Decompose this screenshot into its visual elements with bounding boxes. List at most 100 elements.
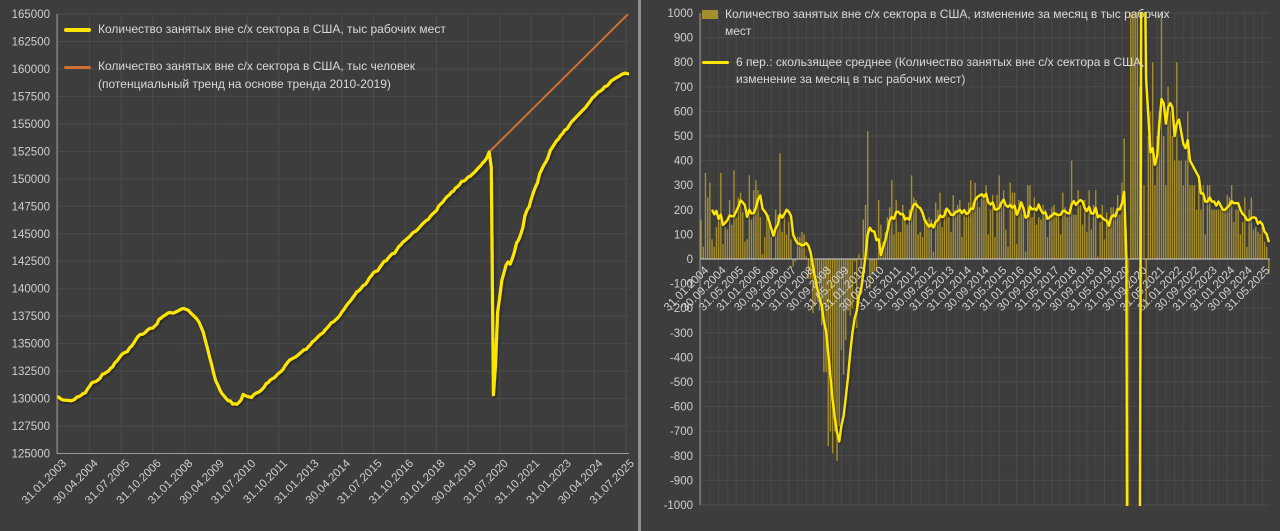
bar <box>950 231 952 259</box>
y-tick-label: -100 <box>670 279 693 291</box>
bar <box>849 259 851 316</box>
bar <box>919 231 922 259</box>
y-tick-label: 165000 <box>12 9 50 21</box>
bar <box>803 234 805 259</box>
bar <box>1138 86 1141 259</box>
orange-line-swatch <box>64 66 91 69</box>
bar <box>1101 204 1103 259</box>
bar <box>1184 160 1187 259</box>
bar <box>924 219 926 259</box>
bar <box>1149 111 1152 260</box>
bar <box>1090 229 1093 259</box>
bar <box>961 236 963 259</box>
bar <box>1235 209 1237 259</box>
bar <box>978 207 981 259</box>
bar <box>845 259 847 341</box>
bar <box>1237 209 1239 259</box>
bar <box>757 190 759 259</box>
bar <box>926 219 928 259</box>
bar <box>731 224 733 259</box>
bar <box>737 197 740 259</box>
bar <box>930 219 932 259</box>
bar <box>792 259 794 267</box>
bar <box>869 259 871 289</box>
bar <box>1182 185 1185 259</box>
bar <box>1178 160 1180 259</box>
bar <box>750 219 753 259</box>
legend-entry-moving-average[interactable]: 6 пер.: скользящее среднее (Количество з… <box>702 54 1182 89</box>
y-tick-label: 147500 <box>12 201 50 213</box>
bar <box>812 259 814 314</box>
bar <box>1088 190 1090 259</box>
bar <box>899 231 902 259</box>
bar <box>785 234 788 259</box>
bar <box>1250 197 1253 259</box>
right-chart-svg[interactable]: 10009008007006005004003002001000-100-200… <box>640 0 1280 531</box>
bar <box>858 254 860 259</box>
bar <box>928 217 930 259</box>
bar <box>1103 239 1106 259</box>
bar <box>794 259 797 262</box>
bar <box>836 259 838 461</box>
bar <box>1152 62 1154 260</box>
bar <box>895 200 897 259</box>
bar <box>739 192 742 259</box>
bar <box>1110 207 1112 259</box>
bar <box>1077 190 1079 259</box>
bar <box>1248 209 1250 259</box>
bar <box>1266 246 1268 259</box>
bar <box>864 204 867 259</box>
y-tick-label: -400 <box>670 352 693 364</box>
y-tick-label: 127500 <box>12 421 50 433</box>
bar <box>1018 200 1020 259</box>
bar <box>1224 209 1226 259</box>
y-tick-label: -300 <box>670 328 693 340</box>
bar <box>1042 204 1044 259</box>
bar <box>1073 214 1075 259</box>
legend-label-moving-average: 6 пер.: скользящее среднее (Количество з… <box>736 54 1145 87</box>
bar <box>816 259 818 301</box>
bar <box>1011 192 1014 259</box>
bar <box>893 234 895 259</box>
bar <box>1068 214 1071 259</box>
bar <box>1215 209 1217 259</box>
bar <box>1230 185 1233 259</box>
bar <box>1022 214 1025 259</box>
bar <box>871 259 873 274</box>
bar <box>702 246 704 259</box>
left-chart-svg[interactable]: 165000 162500 160000 157500 155000 152500 1500… <box>0 0 640 531</box>
bar <box>1046 236 1049 259</box>
bar <box>1002 190 1005 259</box>
bar <box>761 254 764 259</box>
left-chart: 165000 162500 160000 157500 155000 152500 1500… <box>0 0 640 531</box>
legend-entry-trend[interactable]: Количество занятых вне с/х сектора в США… <box>64 58 524 93</box>
bar <box>1173 160 1176 259</box>
bar <box>856 259 858 328</box>
y-tick-label: -600 <box>670 402 693 414</box>
bar <box>976 197 979 259</box>
bar <box>970 180 972 259</box>
bar <box>880 224 882 259</box>
bar <box>1132 12 1134 260</box>
bar <box>1239 234 1242 259</box>
bar <box>886 217 889 259</box>
bar <box>989 209 992 259</box>
yellow-line-swatch <box>64 28 91 32</box>
bar <box>748 175 751 259</box>
y-tick-label: -900 <box>670 475 693 487</box>
bar <box>1156 136 1158 259</box>
bar <box>829 259 832 432</box>
bar <box>1162 136 1165 259</box>
y-tick-label: 137500 <box>12 311 50 323</box>
y-tick-label: 900 <box>674 33 693 45</box>
legend-entry-payrolls[interactable]: Количество занятых вне с/х сектора в США… <box>64 21 524 38</box>
bar <box>1255 227 1257 259</box>
bar <box>954 209 957 259</box>
bar <box>1160 12 1163 260</box>
bar <box>941 227 943 259</box>
bar <box>987 234 989 259</box>
legend-entry-monthly-change[interactable]: Количество занятых вне с/х сектора в США… <box>702 6 1182 41</box>
bar <box>994 236 996 259</box>
left-y-axis-labels: 165000 162500 160000 157500 155000 152500 1500… <box>12 9 50 461</box>
bar <box>1244 197 1246 259</box>
